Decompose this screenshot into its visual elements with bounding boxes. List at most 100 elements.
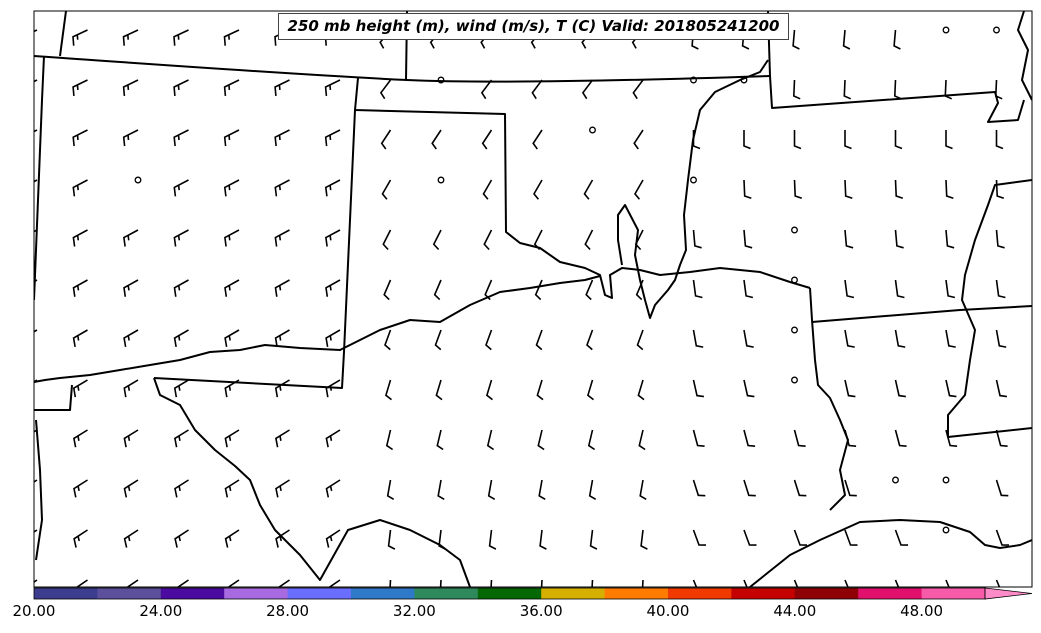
wind-barb <box>484 279 493 301</box>
wind-barb <box>485 329 493 351</box>
wind-barb <box>743 529 757 546</box>
wind-barb <box>589 529 598 550</box>
wind-barb <box>224 279 240 297</box>
wind-barbs <box>34 26 1010 587</box>
calm-wind-marker <box>993 26 1000 34</box>
wind-barb <box>995 479 1009 497</box>
colorbar-swatch <box>160 588 225 599</box>
wind-barb <box>587 429 596 451</box>
wind-barb <box>533 229 543 251</box>
wind-barb <box>384 379 392 401</box>
ne-border <box>59 11 67 57</box>
wind-barb <box>636 329 644 351</box>
wind-barb <box>274 379 290 398</box>
wind-barb <box>581 79 594 100</box>
colorbar-tick-label: 48.00 <box>900 602 944 620</box>
wind-barb <box>945 229 955 249</box>
colorbar-swatch <box>921 588 986 599</box>
ms-river <box>617 59 769 319</box>
wind-barb <box>894 429 907 447</box>
wind-barb <box>533 179 543 200</box>
state-boundaries <box>34 11 1032 587</box>
wind-barb <box>743 279 754 299</box>
wind-barb <box>793 579 799 587</box>
wind-barb <box>173 329 189 348</box>
wind-barb <box>277 579 290 587</box>
calm-wind-marker <box>791 276 798 284</box>
wind-barb <box>692 479 706 497</box>
wind-barb <box>274 179 290 197</box>
wind-barb <box>692 429 705 447</box>
rio-grande <box>34 384 73 411</box>
colorbar-extension <box>984 587 1033 600</box>
wind-barb <box>640 529 648 550</box>
wind-barb <box>122 29 139 46</box>
wind-barb <box>173 379 189 398</box>
colorbar-swatch <box>477 588 542 599</box>
wind-barb <box>324 129 341 147</box>
wind-barb <box>692 329 704 348</box>
az-nm <box>34 55 45 301</box>
colorbar-swatch <box>34 588 98 599</box>
wind-barb <box>945 179 954 199</box>
wind-barb <box>325 229 341 247</box>
tx-panhandle <box>153 109 356 389</box>
wind-barb <box>743 579 748 587</box>
colorbar-tick-label: 44.00 <box>773 602 817 620</box>
wind-barb <box>531 79 543 100</box>
wind-barb <box>224 529 240 548</box>
wind-barb <box>591 579 594 587</box>
calm-wind-marker <box>942 526 950 534</box>
wind-barb <box>482 179 493 200</box>
wind-barb <box>389 579 392 587</box>
wind-barb <box>945 379 957 398</box>
wind-barb <box>434 329 442 351</box>
wind-barb <box>692 579 698 587</box>
wind-barb <box>488 529 497 550</box>
wind-barb <box>995 429 1008 447</box>
wind-barb <box>634 179 644 200</box>
colorbar-swatch <box>541 588 606 599</box>
wind-barb <box>122 79 139 96</box>
mexico <box>35 419 43 561</box>
wind-barb <box>72 229 88 247</box>
map-area <box>34 11 1032 587</box>
colorbar-swatch <box>604 588 669 599</box>
wind-barb <box>995 179 1005 199</box>
wind-barb <box>380 129 392 150</box>
wind-barb <box>793 130 802 150</box>
wind-barb <box>487 479 496 500</box>
wind-barb <box>73 479 88 498</box>
wind-barb <box>586 329 594 351</box>
temperature-colorbar <box>33 587 1033 600</box>
wind-barb <box>122 129 139 147</box>
wind-barb <box>842 29 851 50</box>
wind-barb <box>843 79 852 100</box>
wind-barb <box>174 429 189 448</box>
calm-wind-marker <box>942 26 950 34</box>
wind-barb <box>635 279 644 301</box>
wind-barb <box>995 529 1010 546</box>
wind-barb <box>844 329 855 348</box>
wind-barb <box>433 279 442 301</box>
wind-barb <box>844 379 856 398</box>
wind-barb <box>538 479 546 500</box>
wind-barb <box>324 179 341 197</box>
wind-barb <box>844 130 852 150</box>
wind-barb <box>274 329 290 348</box>
wind-barb <box>324 79 341 96</box>
wind-barb <box>224 479 240 498</box>
wind-barb <box>173 79 189 96</box>
wind-barb <box>534 279 543 301</box>
map-title: 250 mb height (m), wind (m/s), T (C) Val… <box>278 13 789 40</box>
wind-barb <box>539 529 547 550</box>
wind-barb <box>173 29 189 46</box>
colorbar-tick-label: 32.00 <box>392 602 436 620</box>
wind-barb <box>692 529 707 546</box>
wind-barb <box>743 479 756 497</box>
wind-barb <box>72 29 88 46</box>
wind-barb <box>894 329 906 348</box>
wind-barb <box>588 479 597 500</box>
wind-barb <box>223 179 240 197</box>
wind-barb <box>223 129 240 147</box>
